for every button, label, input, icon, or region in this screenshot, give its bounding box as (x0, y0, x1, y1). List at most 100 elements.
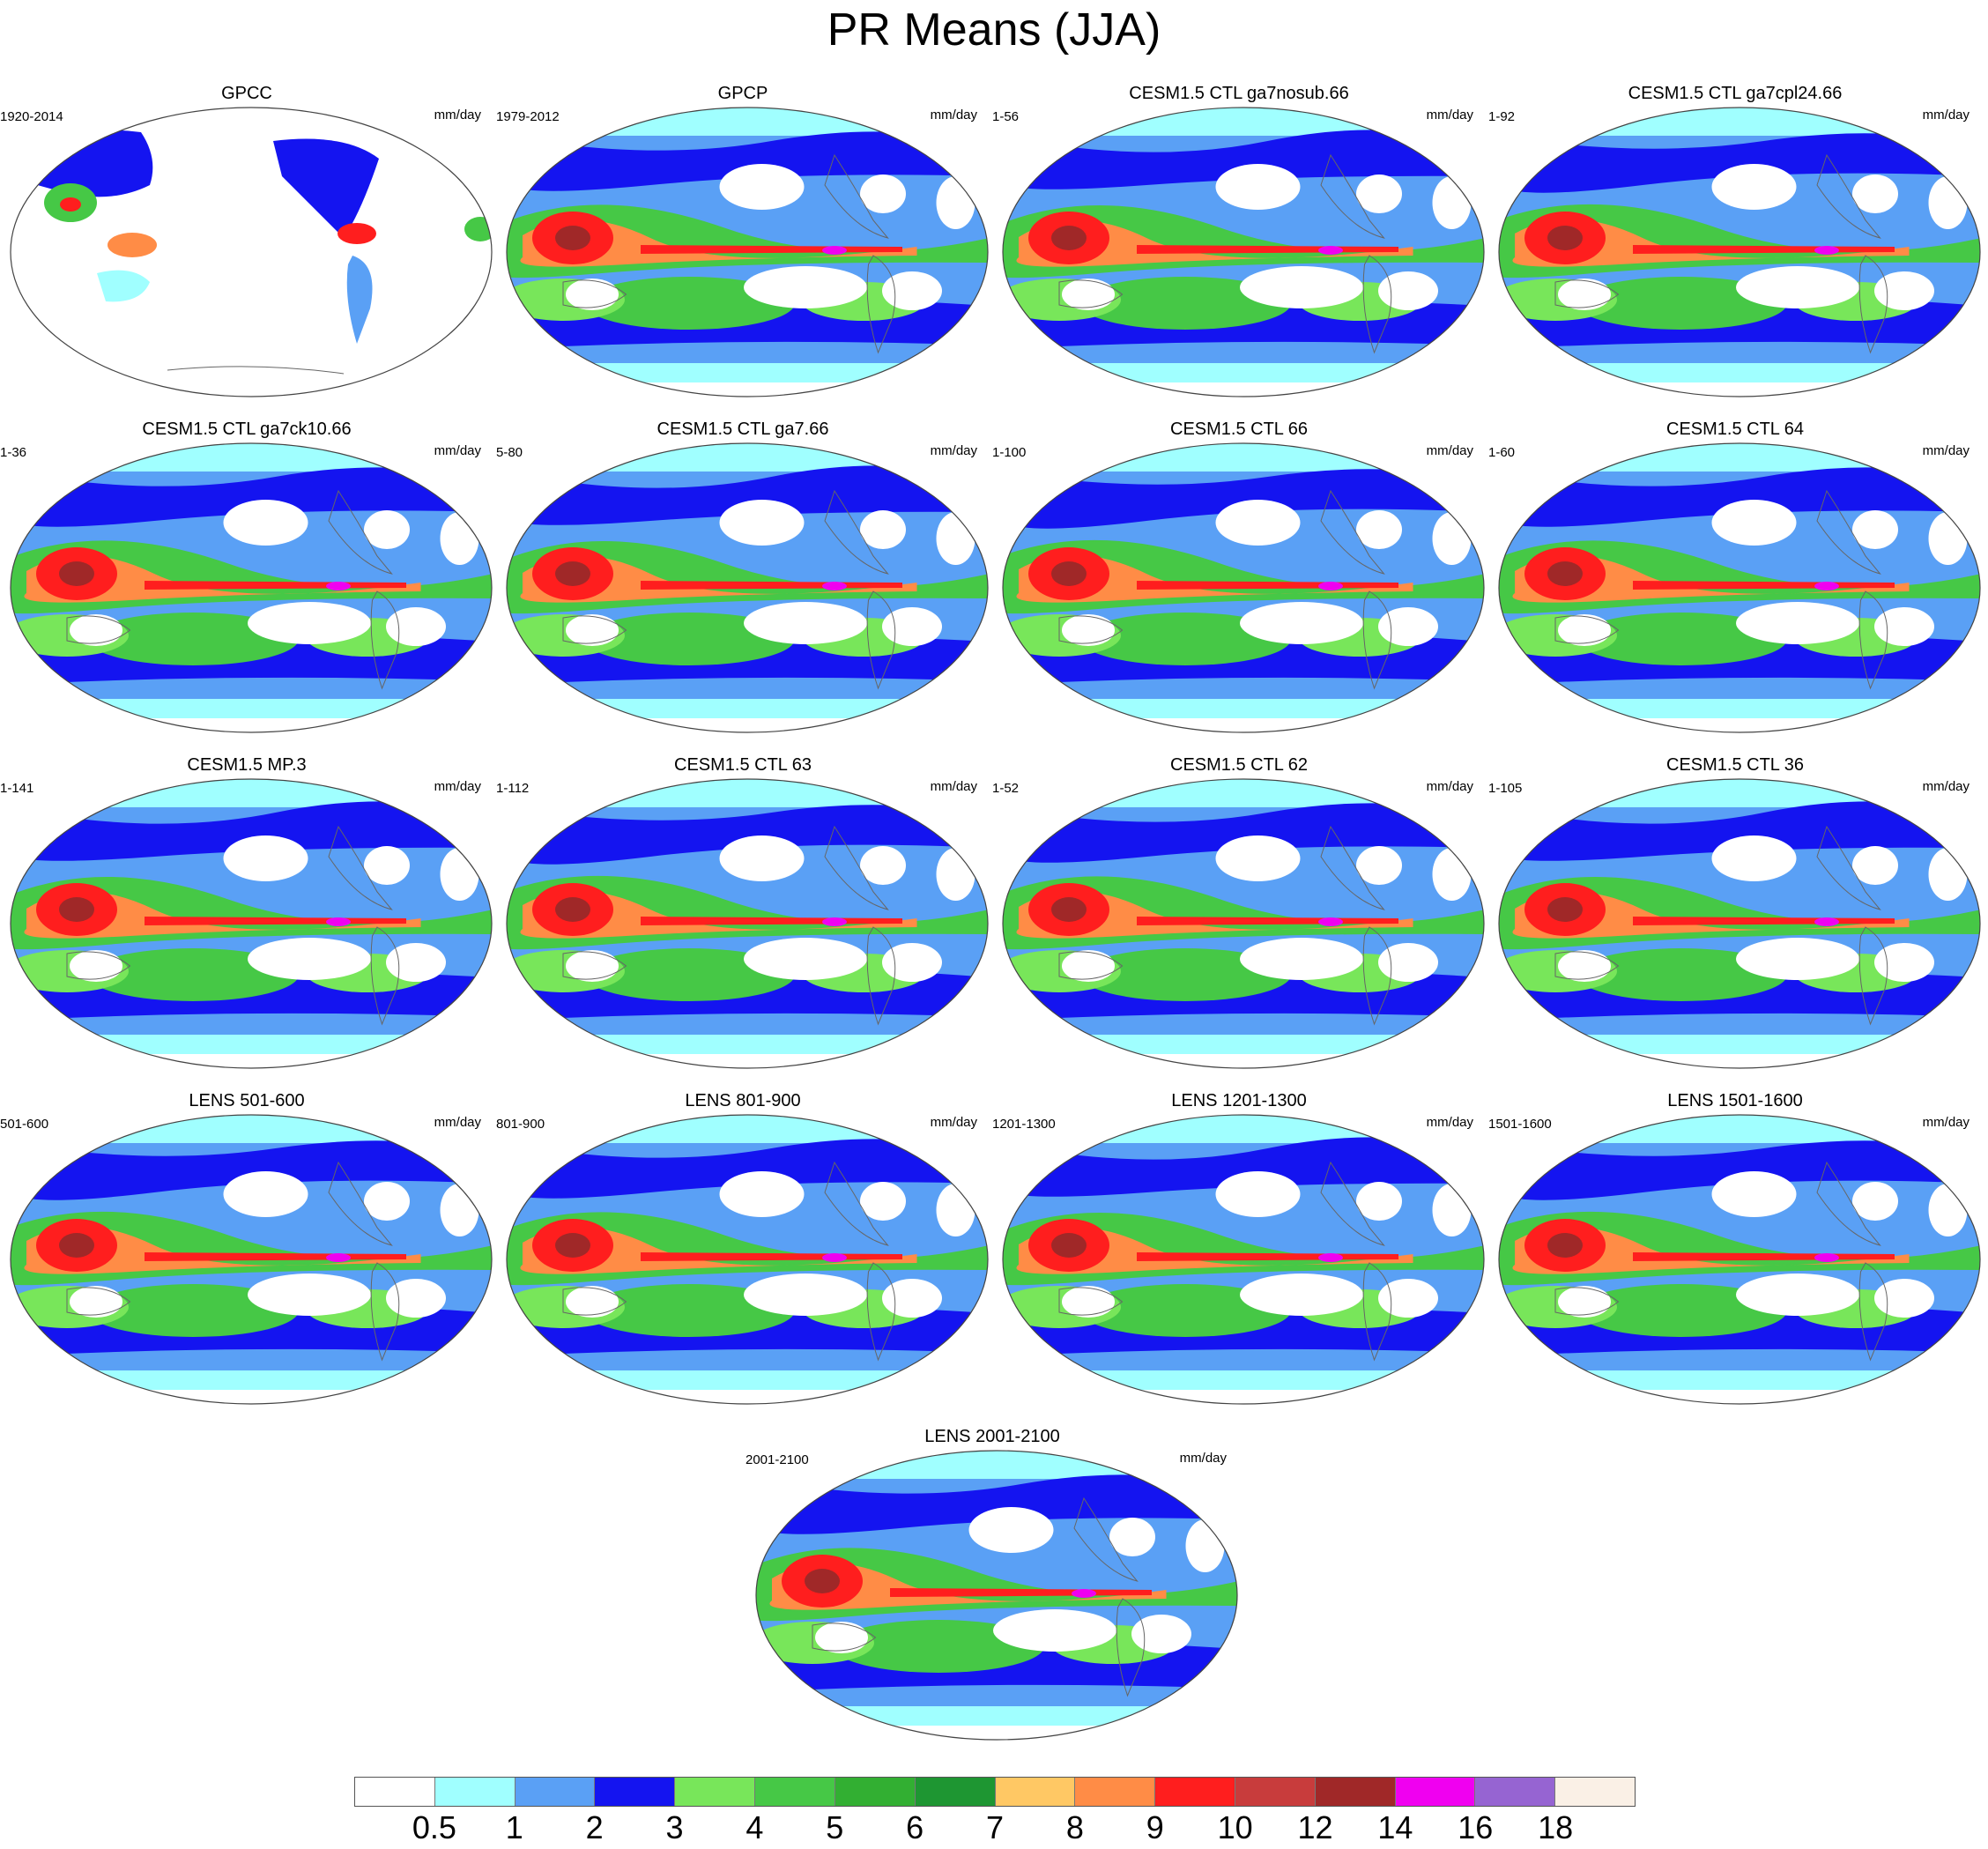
precip-map (506, 778, 989, 1069)
australia-outline (1554, 951, 1620, 980)
dry-satl (1378, 271, 1438, 310)
itcz-peak (1814, 1253, 1839, 1262)
map-frame (1002, 778, 1485, 1069)
map-panel: CESM1.5 CTL 64 1-60 mm/day (1488, 419, 1982, 754)
panel-years: 501-600 (0, 1117, 49, 1132)
north-america-outline (824, 825, 889, 910)
colorbar-swatch (515, 1778, 596, 1806)
dry-australia (566, 614, 619, 646)
itcz-peak (1318, 917, 1343, 926)
map-panel: GPCP 1979-2012 mm/day (496, 83, 990, 418)
dry-sahara (936, 512, 975, 565)
south-america-land (346, 256, 373, 344)
panel-years: 1-141 (0, 781, 34, 796)
band-arctic (11, 1115, 492, 1143)
panel-title: CESM1.5 CTL ga7ck10.66 (142, 420, 352, 439)
panel-units: mm/day (1922, 779, 1969, 794)
maritime-continent (108, 233, 157, 257)
precip-map (506, 442, 989, 733)
map-panel: CESM1.5 CTL ga7.66 5-80 mm/day (496, 419, 990, 754)
dry-satl (1378, 607, 1438, 646)
precip-map (1498, 778, 1981, 1069)
south-pacific-rain (87, 613, 299, 665)
dry-satl (1378, 943, 1438, 982)
dry-satl (1874, 943, 1934, 982)
panel-title: GPCP (717, 84, 768, 103)
dry-sahara (440, 512, 479, 565)
australia-outline (562, 615, 627, 644)
map-frame (1002, 1114, 1485, 1405)
band-arctic (507, 108, 988, 136)
precip-map (1002, 778, 1485, 1069)
warm-pool-core (1051, 1233, 1087, 1258)
panel-title: CESM1.5 CTL ga7.66 (656, 420, 829, 439)
dry-australia (1558, 278, 1611, 310)
dry-satl (386, 1279, 446, 1318)
colorbar-tick-label: 2 (585, 1809, 604, 1845)
map-frame (506, 1114, 989, 1405)
south-pacific-rain (87, 948, 299, 1001)
map-panel: CESM1.5 CTL 63 1-112 mm/day (496, 754, 990, 1089)
dry-spac (744, 1274, 867, 1316)
dry-natl (860, 846, 906, 885)
storm-track-north (1003, 803, 1484, 863)
north-america-outline (824, 153, 889, 239)
dry-satl (386, 943, 446, 982)
dry-natl (1356, 510, 1402, 549)
storm-track-north (1499, 133, 1980, 193)
colorbar-tick-label: 10 (1217, 1809, 1253, 1845)
itcz-core (24, 555, 421, 603)
colorbar-swatch (1475, 1778, 1556, 1806)
precip-map (506, 1114, 989, 1405)
south-pacific-rain (1079, 948, 1291, 1001)
precip-map (10, 442, 493, 733)
precip-map (10, 107, 493, 397)
map-frame (10, 778, 493, 1069)
itcz-core (1016, 554, 1413, 603)
precip-map (1498, 442, 1981, 733)
itcz-peak (822, 246, 847, 255)
south-pacific-rain (1079, 277, 1291, 330)
colorbar-tick-label: 8 (1065, 1809, 1084, 1845)
itcz-core (769, 1563, 1167, 1610)
dry-spac (744, 266, 867, 308)
dry-natl (1356, 1182, 1402, 1221)
dry-sahara (440, 848, 479, 901)
band-arctic (507, 1115, 988, 1143)
australia-land (97, 270, 150, 302)
australia-outline (562, 279, 627, 308)
dry-australia (1062, 614, 1115, 646)
panel-units: mm/day (434, 108, 481, 123)
panel-units: mm/day (1426, 443, 1473, 458)
dry-satl (882, 1279, 942, 1318)
colorbar-swatch (595, 1778, 676, 1806)
dry-natl (1852, 1182, 1898, 1221)
map-frame (755, 1450, 1238, 1741)
itcz-peak (1814, 582, 1839, 590)
dry-spac (1240, 938, 1363, 980)
dry-natl (1109, 1518, 1155, 1556)
south-america-outline (1362, 255, 1392, 354)
panel-years: 1-56 (992, 109, 1020, 124)
colorbar-swatch (1555, 1778, 1635, 1806)
dry-natl (1356, 846, 1402, 885)
dry-satl (1874, 271, 1934, 310)
figure-title: PR Means (JJA) (827, 4, 1161, 56)
itcz-peak (1814, 246, 1839, 255)
storm-track-north (1003, 1137, 1484, 1197)
panel-years: 1-105 (1488, 781, 1523, 796)
panel-title: CESM1.5 CTL 64 (1666, 420, 1804, 439)
storm-track-north (507, 805, 988, 865)
colorbar-swatch (1075, 1778, 1156, 1806)
dry-natl (1852, 846, 1898, 885)
panel-title: CESM1.5 CTL 62 (1170, 755, 1308, 775)
panel-years: 1501-1600 (1488, 1117, 1552, 1132)
precip-map (1002, 107, 1485, 397)
map-panel: CESM1.5 MP.3 1-141 mm/day (0, 754, 493, 1089)
itcz-core (520, 890, 917, 939)
north-america-rain (273, 138, 379, 238)
panel-units: mm/day (434, 1115, 481, 1130)
dry-sahara (936, 1184, 975, 1236)
panel-title: CESM1.5 CTL ga7nosub.66 (1129, 84, 1349, 103)
panel-units: mm/day (434, 779, 481, 794)
